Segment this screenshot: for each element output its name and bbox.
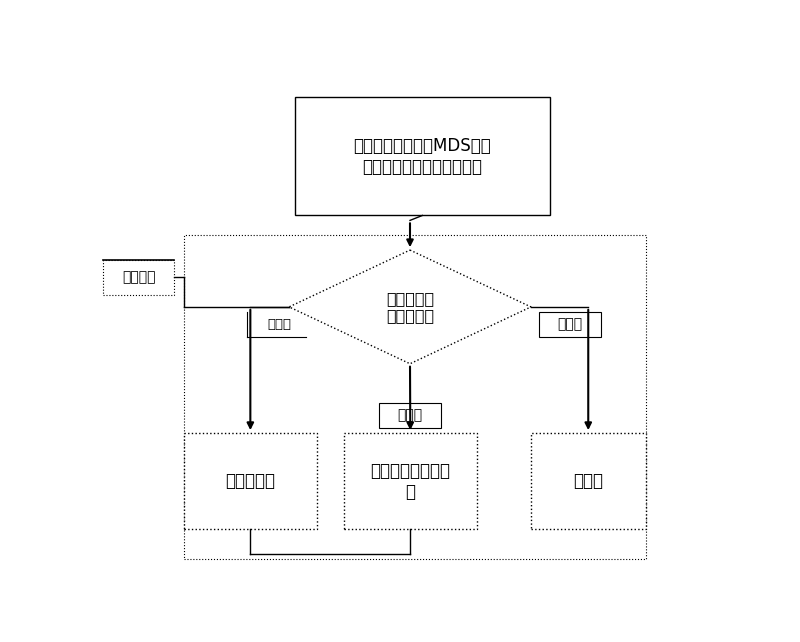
Bar [295,97,550,216]
Bar [379,403,442,428]
Bar [184,433,317,530]
Bar [184,235,646,559]
Text: 自适应租约缓存方
案: 自适应租约缓存方 案 [370,462,450,501]
Bar [103,260,174,295]
Bar [344,433,477,530]
Bar [538,312,601,336]
Text: 元数据服务器端（MDS）统
计分析客户端目录访问方式: 元数据服务器端（MDS）统 计分析客户端目录访问方式 [354,137,491,175]
Bar [531,433,646,530]
Text: 判断客户端
元缓存方案: 判断客户端 元缓存方案 [386,291,434,323]
Text: 全缓存方案: 全缓存方案 [226,472,275,490]
Text: 无共享: 无共享 [268,318,292,331]
Text: 高共享: 高共享 [557,317,582,331]
Text: 不缓存: 不缓存 [574,472,603,490]
Text: 方案反馈: 方案反馈 [122,270,155,284]
Text: 低共享: 低共享 [398,409,423,422]
